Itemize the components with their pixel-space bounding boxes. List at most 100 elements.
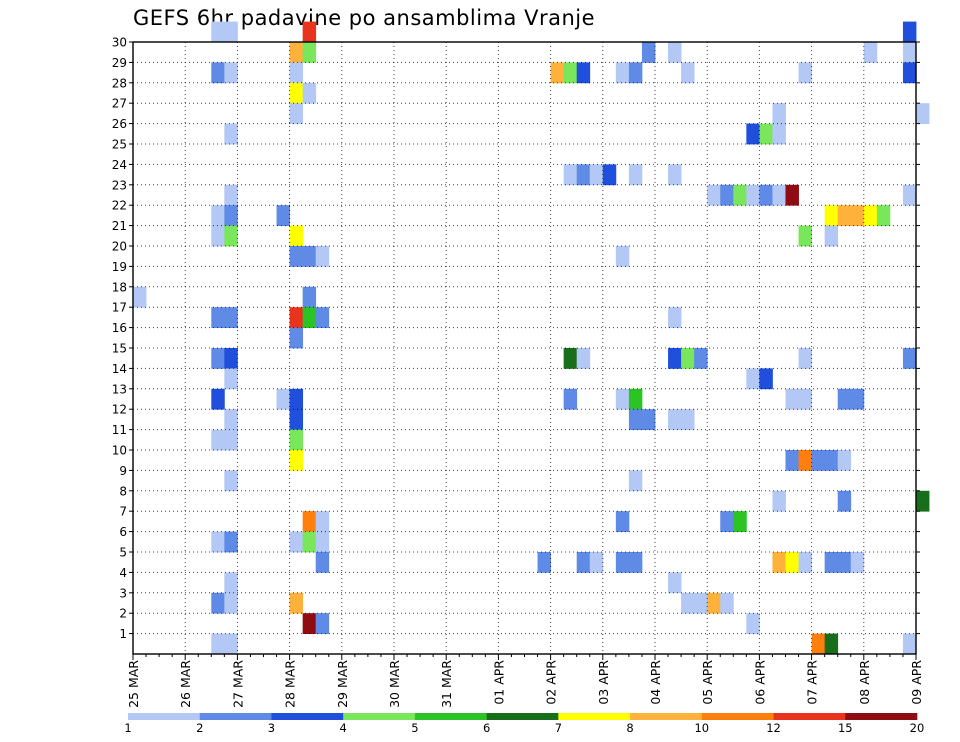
heatmap-cell xyxy=(916,103,930,124)
heatmap-cell xyxy=(733,184,747,206)
x-tick-label: 06 APR xyxy=(752,660,767,705)
heatmap-cell xyxy=(211,205,225,226)
heatmap-cell xyxy=(224,409,238,430)
colorbar-swatch xyxy=(486,713,559,720)
colorbar-label: 2 xyxy=(196,721,203,735)
colorbar-swatch xyxy=(701,713,774,720)
colorbar-swatch xyxy=(845,713,918,720)
heatmap-cell xyxy=(289,409,304,430)
heatmap-cell xyxy=(811,450,826,471)
heatmap-cell xyxy=(902,184,917,206)
chart-title: GEFS 6hr padavine po ansamblima Vranje xyxy=(133,6,596,30)
heatmap-cell xyxy=(615,62,630,84)
heatmap-cell xyxy=(759,123,773,145)
heatmap-cell xyxy=(133,286,147,308)
heatmap-cell xyxy=(628,552,643,573)
heatmap-cell xyxy=(902,633,917,655)
y-tick-label: 8 xyxy=(119,484,127,498)
heatmap-cell xyxy=(628,164,643,186)
x-tick-label: 03 APR xyxy=(596,660,611,705)
heatmap-cell xyxy=(811,633,826,655)
heatmap-cell xyxy=(211,348,225,369)
heatmap-cell xyxy=(211,225,225,247)
heatmap-cell xyxy=(563,164,578,186)
heatmap-cell xyxy=(537,552,551,573)
heatmap-cell xyxy=(315,552,330,573)
heatmap-cell xyxy=(772,123,786,145)
heatmap-cell xyxy=(798,552,812,573)
heatmap-cell xyxy=(902,42,917,63)
heatmap-cell xyxy=(902,62,917,84)
y-tick-label: 4 xyxy=(119,566,127,580)
heatmap-cell xyxy=(785,552,799,573)
heatmap-cell xyxy=(668,164,682,186)
heatmap-cell xyxy=(302,42,317,63)
y-tick-label: 17 xyxy=(112,301,127,315)
heatmap-cell xyxy=(628,409,643,430)
heatmap-cell xyxy=(772,103,786,124)
heatmap-cell xyxy=(772,552,786,573)
y-tick-label: 2 xyxy=(119,607,127,621)
colorbar-swatch xyxy=(128,713,201,720)
heatmap-cell xyxy=(289,307,304,328)
heatmap-cell xyxy=(289,103,304,124)
colorbar-swatch xyxy=(414,713,487,720)
heatmap-cell xyxy=(289,592,304,614)
heatmap-cell xyxy=(681,409,695,430)
axes-layer: 1234567891011121314151617181920212223242… xyxy=(112,36,924,708)
heatmap-cell xyxy=(224,184,238,206)
heatmap-cell xyxy=(224,307,238,328)
x-tick-label: 01 APR xyxy=(491,660,506,705)
heatmap-cell xyxy=(576,164,591,186)
heatmap-cell xyxy=(759,184,773,206)
colorbar-label: 10 xyxy=(694,721,709,735)
colorbar-label: 7 xyxy=(555,721,562,735)
x-tick-label: 28 MAR xyxy=(283,660,298,708)
y-tick-label: 9 xyxy=(119,464,127,478)
y-tick-label: 29 xyxy=(112,56,127,70)
heatmap-cell xyxy=(668,348,682,369)
y-tick-label: 5 xyxy=(119,546,127,560)
heatmap-cell xyxy=(224,368,238,390)
heatmap-cell xyxy=(224,205,238,226)
heatmap-cell xyxy=(668,572,682,594)
colorbar-label: 4 xyxy=(340,721,347,735)
y-tick-label: 14 xyxy=(112,362,127,376)
y-tick-label: 12 xyxy=(112,403,127,417)
heatmap-cell xyxy=(876,205,891,226)
y-tick-label: 3 xyxy=(119,586,127,600)
heatmap-cell xyxy=(289,62,304,84)
heatmap-cell xyxy=(302,246,317,267)
heatmap-cell xyxy=(302,21,317,43)
heatmap-cell xyxy=(302,307,317,328)
heatmap-cell xyxy=(628,470,643,492)
heatmap-cell xyxy=(824,225,839,247)
colorbar-label: 12 xyxy=(766,721,781,735)
y-tick-label: 27 xyxy=(112,97,127,111)
heatmap-cell xyxy=(798,62,812,84)
heatmap-cell xyxy=(315,531,330,553)
heatmap-cell xyxy=(224,348,238,369)
heatmap-cell xyxy=(224,225,238,247)
heatmap-cell xyxy=(837,450,852,471)
x-tick-label: 29 MAR xyxy=(335,660,350,708)
heatmap-cell xyxy=(615,388,630,410)
x-tick-label: 08 APR xyxy=(857,660,872,705)
heatmap-cell xyxy=(211,592,225,614)
y-tick-label: 11 xyxy=(112,423,127,437)
heatmap-cell xyxy=(837,388,852,410)
colorbar-swatch xyxy=(773,713,846,720)
heatmap-cell xyxy=(576,552,591,573)
x-tick-label: 27 MAR xyxy=(230,660,245,708)
heatmap-cell xyxy=(289,429,304,451)
heatmap-cell xyxy=(224,62,238,84)
heatmap-cell xyxy=(850,205,865,226)
heatmap-cell xyxy=(211,429,225,451)
x-tick-label: 02 APR xyxy=(544,660,559,705)
heatmap-cell xyxy=(668,42,682,63)
y-tick-label: 6 xyxy=(119,525,127,539)
heatmap-cell xyxy=(863,205,878,226)
heatmap-cell xyxy=(289,246,304,267)
heatmap-cell xyxy=(224,572,238,594)
colorbar-label: 1 xyxy=(124,721,131,735)
